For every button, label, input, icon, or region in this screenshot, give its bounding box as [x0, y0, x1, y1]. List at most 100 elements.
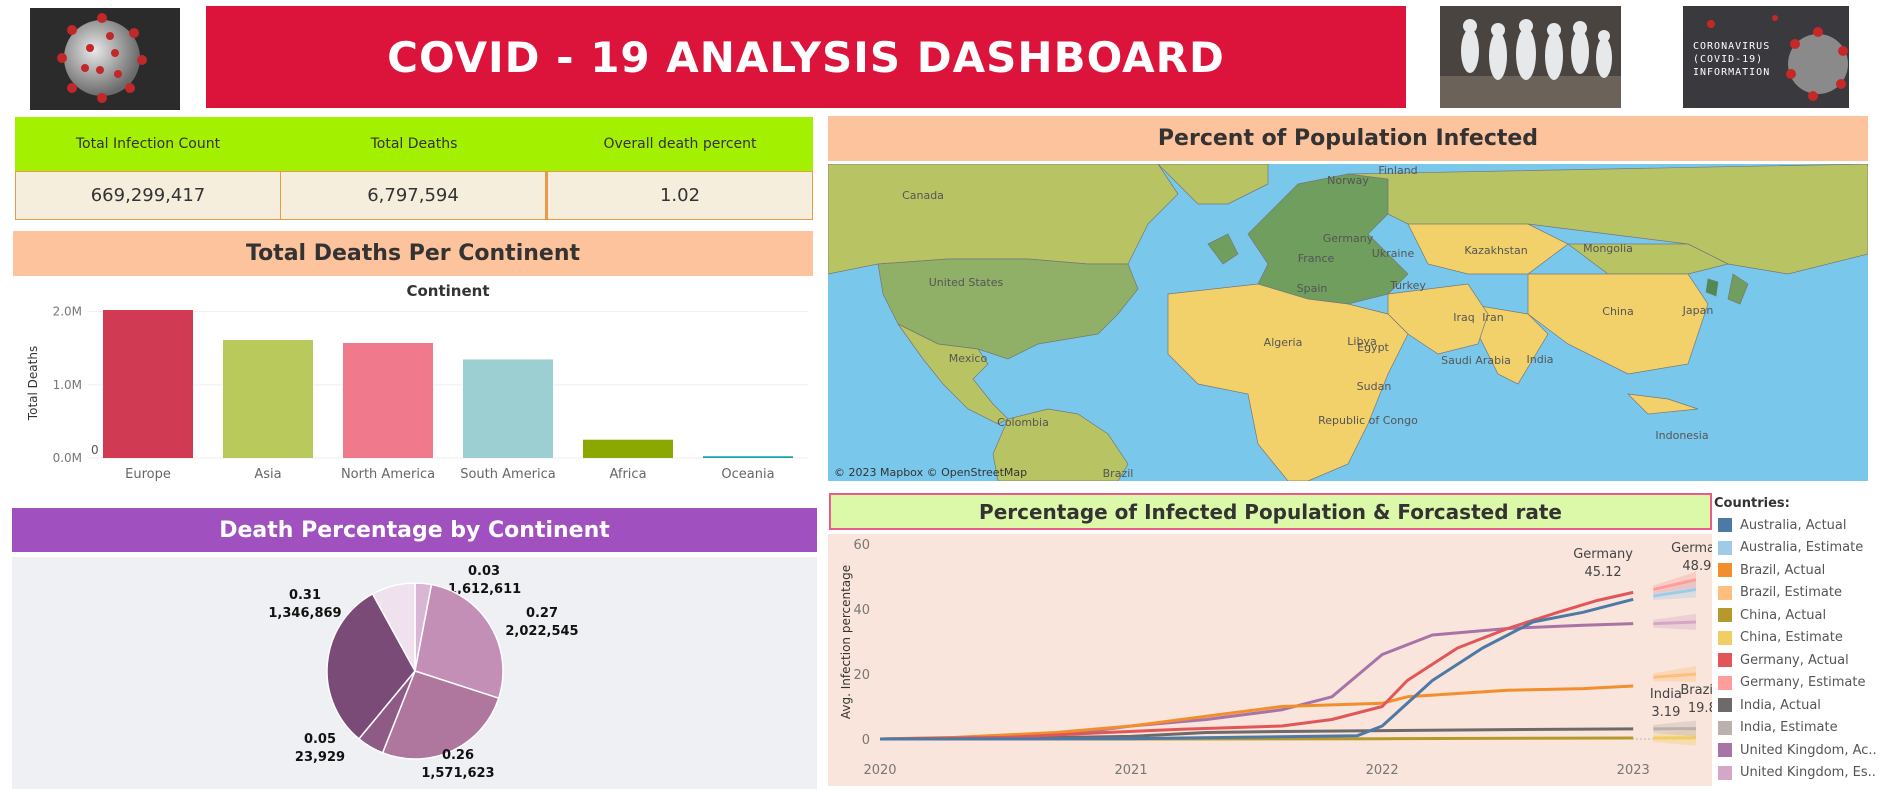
legend-item[interactable]: United Kingdom, Ac..: [1718, 739, 1878, 761]
map-label: Libya: [1347, 335, 1376, 348]
kpi-value-death-percent: 1.02: [546, 171, 813, 220]
bar-north-america[interactable]: [343, 343, 433, 458]
legend-item[interactable]: Australia, Actual: [1718, 514, 1878, 536]
bar-zero-label: 0: [91, 443, 99, 457]
pie-label-percent: 0.05: [304, 732, 336, 747]
kpi-value-row: 669,299,417 6,797,594 1.02: [15, 171, 813, 220]
map-label: Norway: [1327, 174, 1369, 187]
map-label: Sudan: [1357, 380, 1392, 393]
line-annotation-value: 19.85: [1688, 701, 1712, 716]
bar-x-tick: North America: [341, 467, 435, 482]
legend-item[interactable]: China, Actual: [1718, 604, 1878, 626]
hazmat-photo: [1440, 6, 1621, 108]
map-label: Saudi Arabia: [1441, 354, 1511, 367]
line-x-tick: 2020: [863, 763, 896, 778]
legend-label: Australia, Actual: [1740, 517, 1847, 533]
line-annotation-name: Germany: [1671, 541, 1712, 556]
map-label: Canada: [902, 189, 944, 202]
bar-africa[interactable]: [583, 439, 673, 458]
legend-label: Australia, Estimate: [1740, 540, 1864, 555]
bar-y-tick: 2.0M: [53, 305, 82, 319]
legend-item[interactable]: United Kingdom, Es..: [1718, 762, 1878, 784]
pie-slice[interactable]: [326, 592, 416, 740]
legend-label: Germany, Actual: [1740, 652, 1849, 668]
map-label: Mexico: [949, 352, 988, 365]
map-label: Iraq: [1453, 311, 1475, 324]
legend-label: India, Estimate: [1740, 720, 1838, 735]
legend-label: China, Estimate: [1740, 630, 1843, 645]
bar-x-tick: Europe: [125, 467, 171, 482]
legend-item[interactable]: Brazil, Actual: [1718, 559, 1878, 581]
bar-x-tick: Oceania: [721, 467, 774, 482]
pie-slice[interactable]: [381, 670, 500, 760]
map-label: Ukraine: [1372, 247, 1415, 260]
legend-item[interactable]: Australia, Estimate: [1718, 537, 1878, 559]
legend-swatch: [1718, 630, 1732, 645]
bar-x-tick: Asia: [254, 467, 281, 482]
line-plot-background: [828, 534, 1712, 786]
legend-swatch: [1718, 585, 1732, 600]
pie-label-percent: 0.26: [442, 748, 474, 763]
legend-label: India, Actual: [1740, 697, 1821, 713]
line-y-tick: 20: [853, 668, 870, 683]
legend-item[interactable]: India, Actual: [1718, 694, 1878, 716]
legend-label: United Kingdom, Es..: [1740, 765, 1876, 780]
legend-item[interactable]: Brazil, Estimate: [1718, 582, 1878, 604]
bar-south-america[interactable]: [463, 359, 553, 458]
legend-item[interactable]: Germany, Actual: [1718, 649, 1878, 671]
pie-slice[interactable]: [371, 582, 416, 672]
map-title: Percent of Population Infected: [828, 116, 1868, 161]
pie-slice[interactable]: [414, 583, 504, 700]
legend-swatch: [1718, 563, 1732, 577]
forecast-line[interactable]: [1653, 672, 1697, 679]
bar-europe[interactable]: [103, 310, 193, 458]
forecast-line[interactable]: [1653, 620, 1697, 626]
map-label: Colombia: [997, 416, 1049, 429]
pie-label-value: 23,929: [295, 750, 345, 765]
pie-label-value: 1,612,611: [448, 582, 521, 597]
pie-label-value: 1,571,623: [421, 766, 494, 781]
legend-label: Germany, Estimate: [1740, 675, 1866, 690]
pie-label-value: 1,346,869: [268, 606, 341, 621]
map-label: Finland: [1378, 164, 1417, 177]
line-x-tick: 2021: [1115, 763, 1148, 778]
line-series[interactable]: [879, 590, 1634, 741]
kpi-label-deaths: Total Deaths: [370, 136, 458, 152]
kpi-header-row: Total Infection Count Total Deaths Overa…: [15, 117, 813, 171]
legend-item[interactable]: India, Estimate: [1718, 717, 1878, 739]
legend-swatch: [1718, 765, 1732, 780]
line-y-tick: 60: [853, 538, 870, 553]
bar-asia[interactable]: [223, 340, 313, 458]
world-map[interactable]: Canada United States Mexico Colombia Brazil N…: [828, 164, 1868, 481]
legend-item[interactable]: China, Estimate: [1718, 627, 1878, 649]
forecast-line[interactable]: [1653, 588, 1697, 598]
line-y-axis-label: Avg. Infection percentage: [839, 565, 853, 719]
forecast-line[interactable]: [1652, 578, 1697, 591]
legend-swatch: [1718, 698, 1732, 712]
bar-oceania[interactable]: [703, 456, 793, 458]
map-label: Brazil: [1103, 467, 1134, 480]
map-label: France: [1298, 252, 1335, 265]
line-series[interactable]: [879, 684, 1634, 741]
dashboard-title: COVID - 19 ANALYSIS DASHBOARD: [206, 6, 1406, 108]
map-label: Japan: [1682, 304, 1714, 317]
map-label: Iran: [1482, 311, 1504, 324]
legend-swatch: [1718, 720, 1732, 735]
map-label: United States: [929, 276, 1004, 289]
pie-label-percent: 0.27: [526, 606, 558, 621]
legend-item[interactable]: Germany, Estimate: [1718, 672, 1878, 694]
map-label: Turkey: [1389, 279, 1426, 292]
map-label: Republic of Congo: [1318, 414, 1418, 427]
legend-label: United Kingdom, Ac..: [1740, 742, 1877, 758]
legend-swatch: [1718, 675, 1732, 690]
legend-label: Brazil, Actual: [1740, 562, 1826, 578]
legend-swatch: [1718, 518, 1732, 532]
map-label: Indonesia: [1655, 429, 1708, 442]
line-series[interactable]: [879, 597, 1634, 741]
map-label: Spain: [1297, 282, 1328, 295]
legend-swatch: [1718, 743, 1732, 757]
bar-chart: Continent Total Deaths 0.0M 1.0M 2.0M Europe A…: [26, 282, 808, 482]
pie-chart: 0.03 1,612,611 0.27 2,022,545 0.26 1,571,623 0…: [12, 557, 817, 789]
bar-chart-subtitle: Continent: [406, 282, 489, 300]
bar-chart-title: Total Deaths Per Continent: [13, 231, 813, 276]
